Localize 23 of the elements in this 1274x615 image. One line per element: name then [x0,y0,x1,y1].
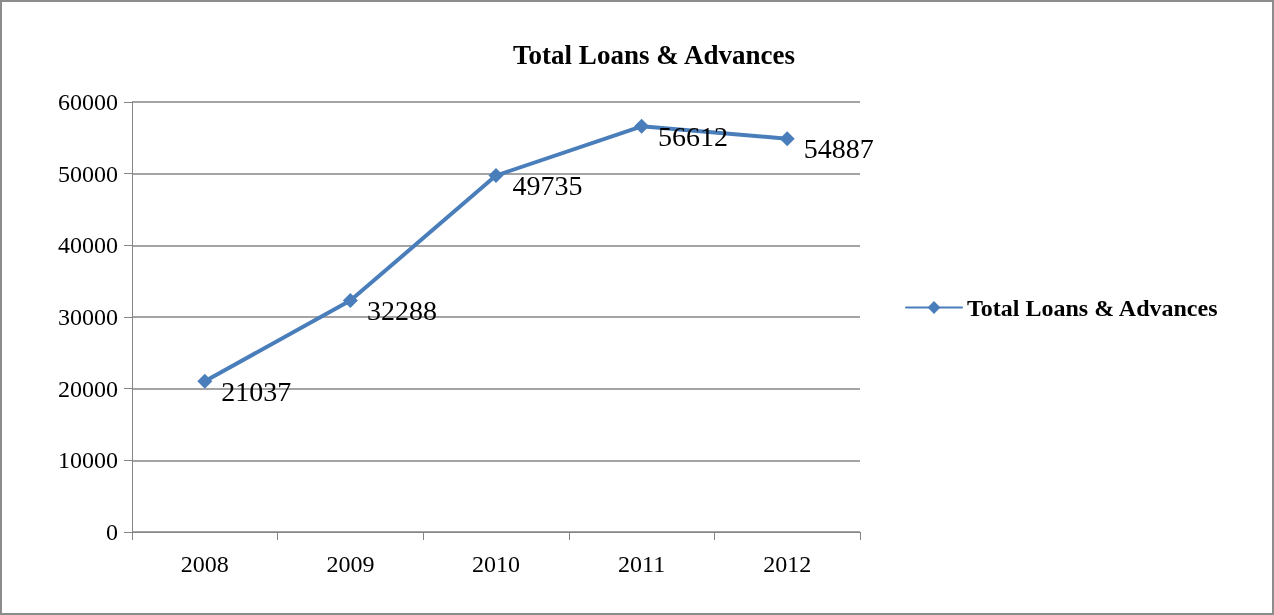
point [342,293,358,309]
y-tick-label: 30000 [58,304,118,330]
legend-label: Total Loans & Advances [967,294,1218,321]
point [197,373,213,389]
point [779,131,795,147]
y-tick-label: 40000 [58,232,118,259]
chart-title: Total Loans & Advances [513,39,795,70]
point [634,118,650,134]
data-label: 32288 [366,295,437,327]
y-tick-label: 50000 [58,160,118,187]
x-tick-label: 2011 [618,551,666,577]
y-tick-label: 20000 [58,375,118,402]
y-tick-label: 60000 [58,89,118,115]
data-label: 21037 [221,375,292,407]
data-label: 54887 [803,133,874,165]
x-tick-label: 2009 [326,551,375,577]
x-tick-label: 2012 [763,551,812,577]
x-tick-label: 2008 [180,551,229,577]
y-tick-label: 0 [106,519,118,545]
y-tick-label: 10000 [58,447,118,474]
point [488,168,504,184]
data-label: 49735 [512,170,583,202]
x-tick-label: 2010 [472,551,520,577]
